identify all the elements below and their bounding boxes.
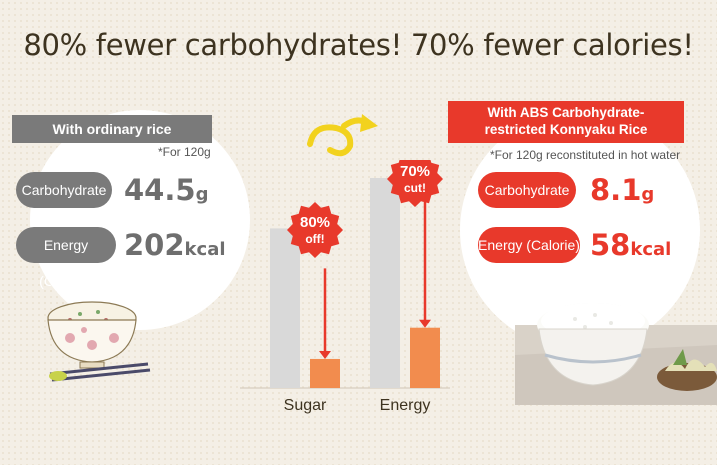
badge-text-sugar-0: 80% [300,214,330,231]
konnyaku-energy-value: 58kcal [590,227,671,268]
tick-label-energy: Energy [380,397,431,414]
bar-energy-konnyaku [410,327,440,388]
konnyaku-note: *For 120g reconstituted in hot water [490,148,681,162]
reduction-arrowhead-sugar [319,350,331,359]
konnyaku-carb-value: 8.1g [590,172,654,213]
badge-energy [387,160,443,207]
konnyaku-carb-unit: g [641,184,655,205]
ordinary-carb-value: 44.5g [124,172,208,213]
bar-sugar-ordinary [270,228,300,388]
ordinary-carb-pill: Carbohydrate [16,172,112,208]
badge-text-sugar-1: off! [305,232,324,246]
tick-label-sugar: Sugar [284,397,327,414]
illustrated-rice-bowl-image [47,301,151,382]
ordinary-rice-tag: With ordinary rice [12,115,212,143]
konnyaku-tag-line2: restricted Konnyaku Rice [484,122,648,137]
headline: 80% fewer carbohydrates! 70% fewer calor… [23,28,694,62]
comparison-bar-chart: Sugar Energy 80%off! 70%cut! [240,160,450,414]
ordinary-rice-panel [30,110,250,330]
konnyaku-energy-unit: kcal [630,239,672,260]
badge-text-energy-0: 70% [400,163,430,180]
konnyaku-carb-number: 8.1 [590,173,642,207]
reduction-arrowhead-energy [419,319,431,328]
konnyaku-tag-line1: With ABS Carbohydrate- [487,105,645,120]
konnyaku-energy-pill: Energy (Calorie) [478,227,580,263]
rice-bowl-photo-image [515,303,717,405]
konnyaku-rice-tag: With ABS Carbohydrate- restricted Konnya… [448,101,684,143]
ordinary-carb-unit: g [195,184,209,205]
ordinary-energy-unit: kcal [184,239,226,260]
konnyaku-energy-number: 58 [590,228,631,262]
konnyaku-carb-pill: Carbohydrate [478,172,576,208]
ordinary-energy-number: 202 [124,228,185,262]
ordinary-carb-number: 44.5 [124,173,196,207]
badge-text-energy-1: cut! [404,181,426,195]
ordinary-note: *For 120g [158,145,211,159]
bar-sugar-konnyaku [310,358,340,388]
ordinary-energy-pill: Energy (Calorie) [16,227,116,289]
bar-energy-ordinary [370,178,400,388]
badge-sugar [287,202,343,258]
curved-arrow-icon [307,114,378,157]
ordinary-energy-value: 202kcal [124,227,226,268]
